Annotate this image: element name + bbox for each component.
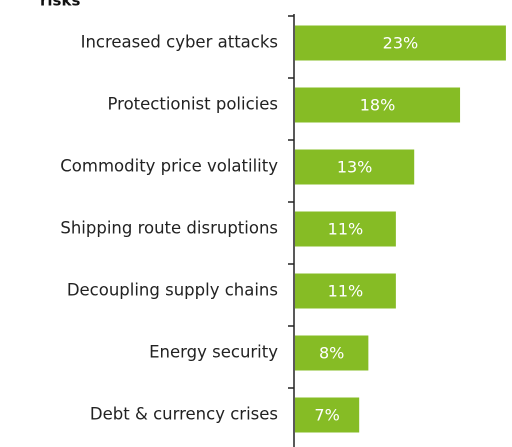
category-label: Increased cyber attacks bbox=[81, 33, 278, 52]
chart-title: risks bbox=[40, 0, 80, 10]
bar bbox=[295, 25, 506, 61]
category-label: Commodity price volatility bbox=[60, 157, 278, 176]
value-label: 8% bbox=[319, 344, 344, 363]
bar bbox=[295, 211, 396, 247]
value-label: 11% bbox=[328, 220, 364, 239]
category-label: Shipping route disruptions bbox=[60, 219, 278, 238]
value-label: 18% bbox=[360, 96, 396, 115]
category-label: Protectionist policies bbox=[107, 95, 278, 114]
category-label: Debt & currency crises bbox=[90, 405, 278, 424]
category-label: Decoupling supply chains bbox=[67, 281, 278, 300]
value-label: 23% bbox=[383, 34, 419, 53]
bar bbox=[295, 273, 396, 309]
category-label: Energy security bbox=[149, 343, 278, 362]
bar bbox=[295, 335, 369, 371]
bar bbox=[295, 87, 461, 123]
bar bbox=[295, 149, 415, 185]
bar bbox=[295, 397, 360, 433]
value-label: 13% bbox=[337, 158, 373, 177]
value-label: 7% bbox=[314, 406, 339, 425]
value-label: 11% bbox=[328, 282, 364, 301]
